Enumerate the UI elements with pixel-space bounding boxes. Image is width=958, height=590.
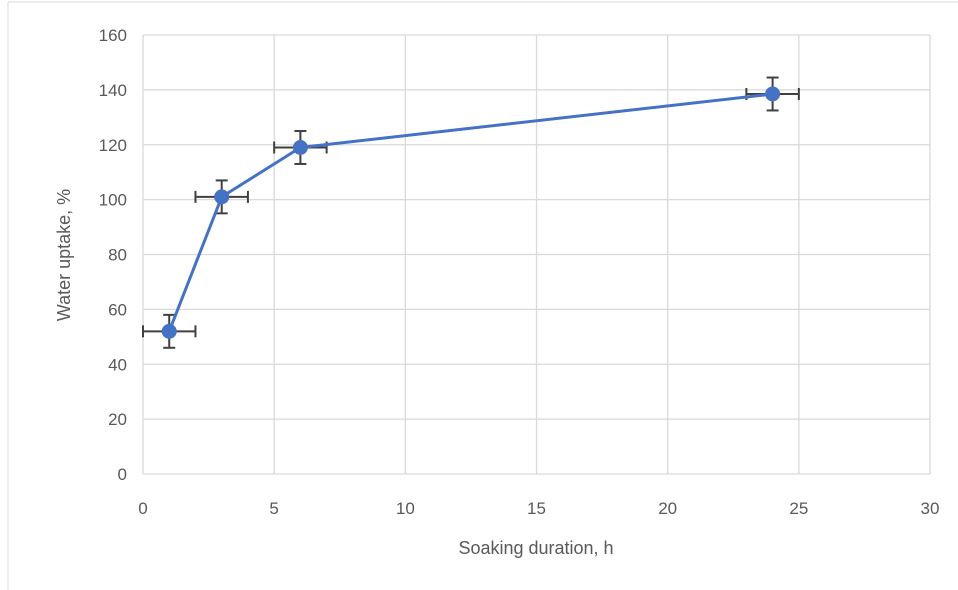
x-tick-label: 25 xyxy=(789,499,808,518)
y-tick-label: 160 xyxy=(99,26,127,45)
x-tick-label: 20 xyxy=(658,499,677,518)
y-tick-label: 20 xyxy=(108,410,127,429)
error-bar xyxy=(142,313,197,349)
y-tick-label: 80 xyxy=(108,246,127,265)
data-point xyxy=(214,189,230,205)
series-line xyxy=(167,92,773,332)
y-axis-title: Water uptake, % xyxy=(54,189,74,321)
x-tick-label: 10 xyxy=(396,499,415,518)
series-layer xyxy=(161,86,781,339)
data-point xyxy=(161,323,177,339)
x-tick-label: 30 xyxy=(921,499,940,518)
y-tick-label: 140 xyxy=(99,81,127,100)
y-tick-label: 40 xyxy=(108,355,127,374)
x-tick-label: 0 xyxy=(138,499,147,518)
data-point xyxy=(765,86,781,102)
y-tick-label: 120 xyxy=(99,136,127,155)
data-point xyxy=(292,139,308,155)
x-tick-label: 15 xyxy=(527,499,546,518)
y-tick-label: 0 xyxy=(118,465,127,484)
tick-label-layer: 0 20 40 60 80 100 120 140 160 0 5 10 15 20 25 30 xyxy=(99,26,940,518)
x-tick-label: 5 xyxy=(269,499,278,518)
error-bar xyxy=(194,179,249,215)
x-axis-title: Soaking duration, h xyxy=(458,538,613,558)
y-tick-label: 100 xyxy=(99,191,127,210)
y-tick-label: 60 xyxy=(108,300,127,319)
